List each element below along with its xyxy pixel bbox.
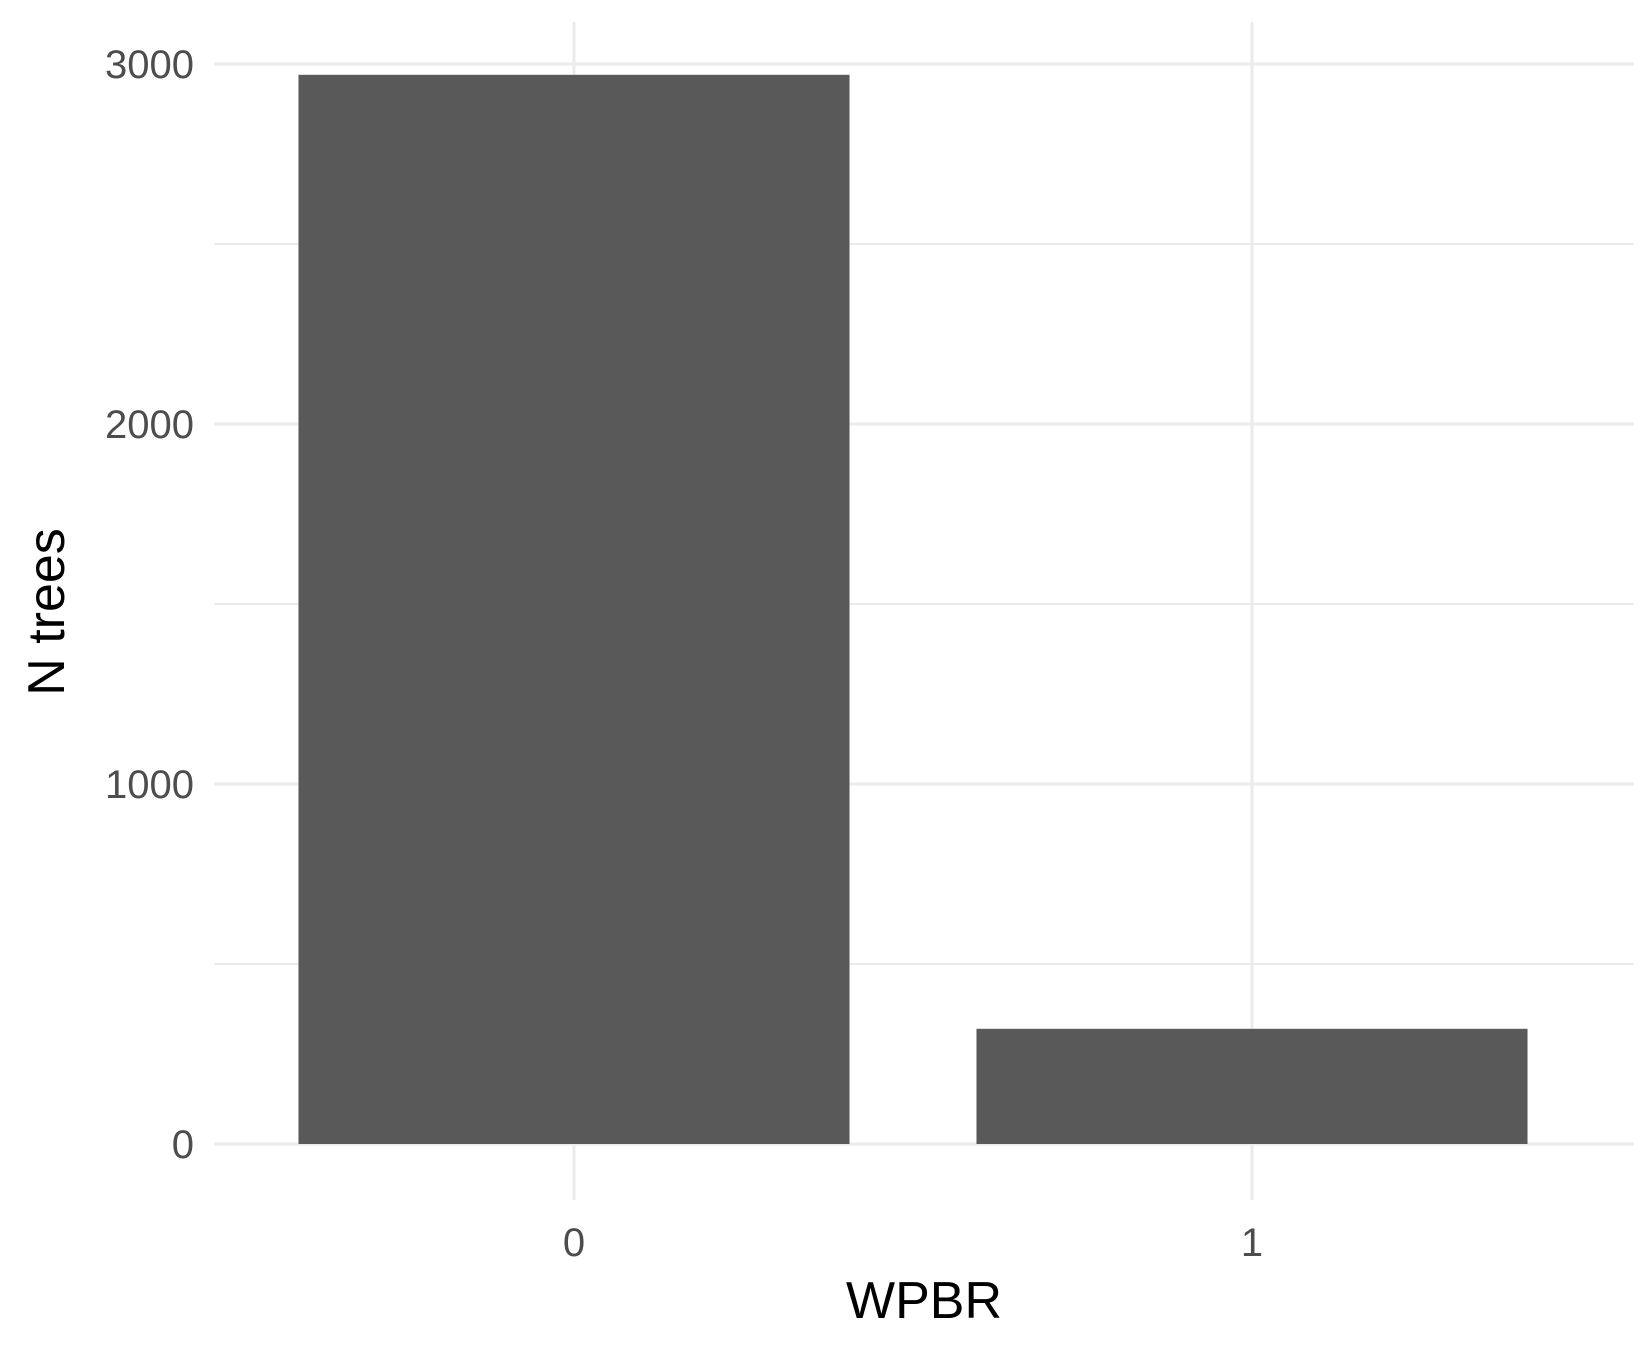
bar-1 — [976, 1028, 1528, 1144]
y-tick-label: 3000 — [105, 43, 194, 87]
bars — [298, 74, 1528, 1144]
y-axis-ticks: 0 1000 2000 3000 — [105, 43, 194, 1167]
y-tick-label: 1000 — [105, 763, 194, 807]
y-tick-label: 2000 — [105, 403, 194, 447]
x-tick-label: 1 — [1241, 1221, 1263, 1265]
bar-0 — [298, 74, 850, 1144]
x-tick-label: 0 — [563, 1221, 585, 1265]
x-axis-title: WPBR — [846, 1272, 1002, 1330]
y-tick-label: 0 — [172, 1123, 194, 1167]
y-axis-title: N trees — [18, 528, 76, 696]
